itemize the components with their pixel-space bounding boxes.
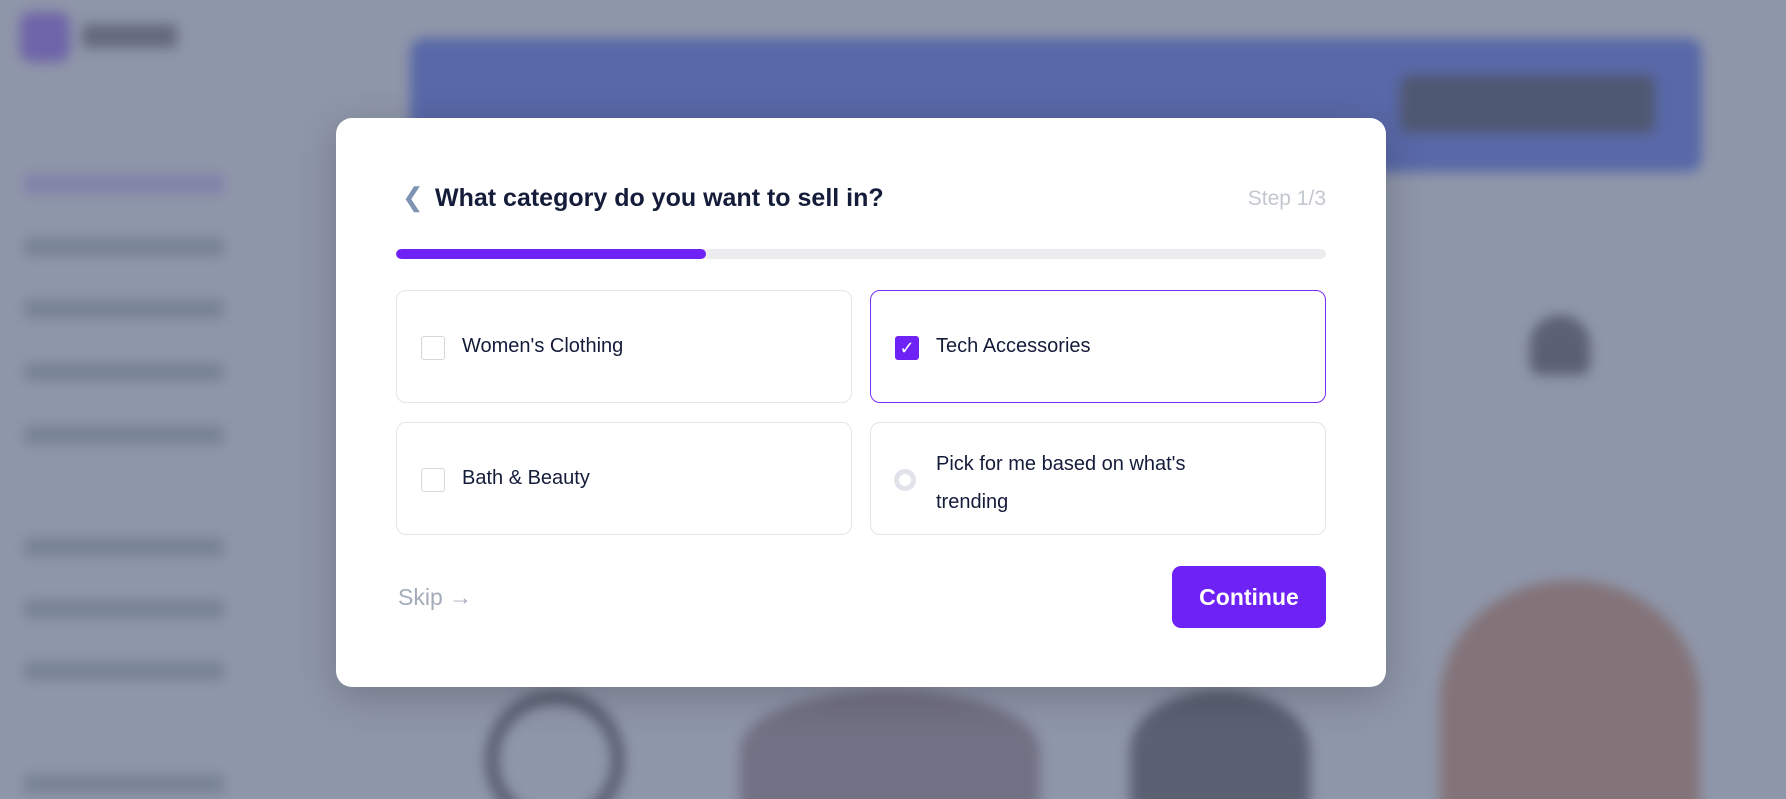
skip-label: Skip [398, 584, 443, 610]
option-label: Pick for me based on what's trending [936, 453, 1186, 513]
arrow-right-icon: → [449, 584, 473, 610]
continue-button[interactable]: Continue [1172, 566, 1326, 628]
option-bath-beauty[interactable]: Bath & Beauty [396, 422, 852, 535]
option-label: Women's Clothing [462, 335, 624, 357]
option-womens-clothing[interactable]: Women's Clothing [396, 290, 852, 403]
chevron-left-icon[interactable]: ❮ [402, 182, 424, 212]
option-label: Bath & Beauty [462, 467, 590, 489]
modal-title: What category do you want to sell in? [435, 184, 884, 212]
checkbox[interactable] [421, 336, 445, 360]
skip-button[interactable]: Skip → [398, 584, 472, 611]
radio-button[interactable] [894, 469, 916, 491]
option-pick-trending[interactable]: Pick for me based on what's trending [870, 422, 1326, 535]
checkbox[interactable] [421, 468, 445, 492]
option-tech-accessories[interactable]: ✓ Tech Accessories [870, 290, 1326, 403]
checkbox-checked[interactable]: ✓ [895, 336, 919, 360]
option-label: Tech Accessories [936, 335, 1091, 357]
progress-bar [396, 249, 1326, 259]
step-indicator: Step 1/3 [1247, 187, 1326, 210]
progress-fill [396, 249, 706, 259]
category-modal: ❮ What category do you want to sell in? … [336, 118, 1386, 687]
